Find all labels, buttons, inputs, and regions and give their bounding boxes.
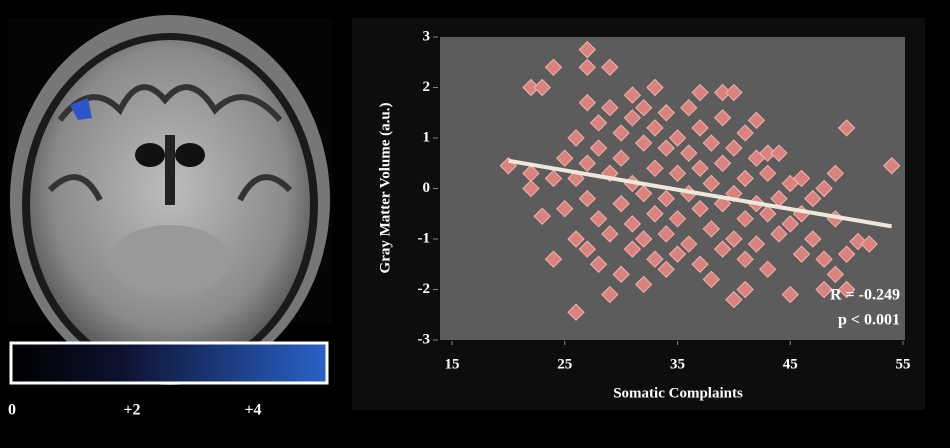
colorbar bbox=[11, 343, 327, 383]
colorbar-label: +4 bbox=[244, 402, 261, 419]
y-tick-label: 3 bbox=[423, 28, 431, 44]
y-tick-label: 0 bbox=[423, 180, 431, 196]
y-tick-label: -2 bbox=[418, 281, 431, 297]
figure: 0 +2 +4 Somatic Complaints Gray Matter V… bbox=[0, 0, 950, 448]
colorbar-label: +2 bbox=[123, 402, 140, 419]
y-axis-label: Gray Matter Volume (a.u.) bbox=[377, 103, 393, 274]
y-tick-label: -1 bbox=[418, 230, 431, 246]
x-tick-label: 45 bbox=[783, 356, 798, 372]
annotation: p < 0.001 bbox=[838, 312, 900, 329]
annotation: R = -0.249 bbox=[830, 287, 900, 304]
page: {"chart_data": {"type": "scatter", "xlab… bbox=[0, 0, 950, 448]
brain-image bbox=[8, 15, 332, 385]
x-tick-label: 25 bbox=[557, 356, 572, 372]
x-tick-label: 15 bbox=[445, 356, 460, 372]
x-tick-label: 55 bbox=[896, 356, 911, 372]
y-tick-label: -3 bbox=[418, 331, 431, 347]
y-tick-label: 2 bbox=[423, 79, 431, 95]
colorbar-label: 0 bbox=[8, 402, 16, 419]
x-tick-label: 35 bbox=[670, 356, 685, 372]
y-tick-label: 1 bbox=[423, 129, 431, 145]
x-axis-label: Somatic Complaints bbox=[613, 385, 743, 401]
